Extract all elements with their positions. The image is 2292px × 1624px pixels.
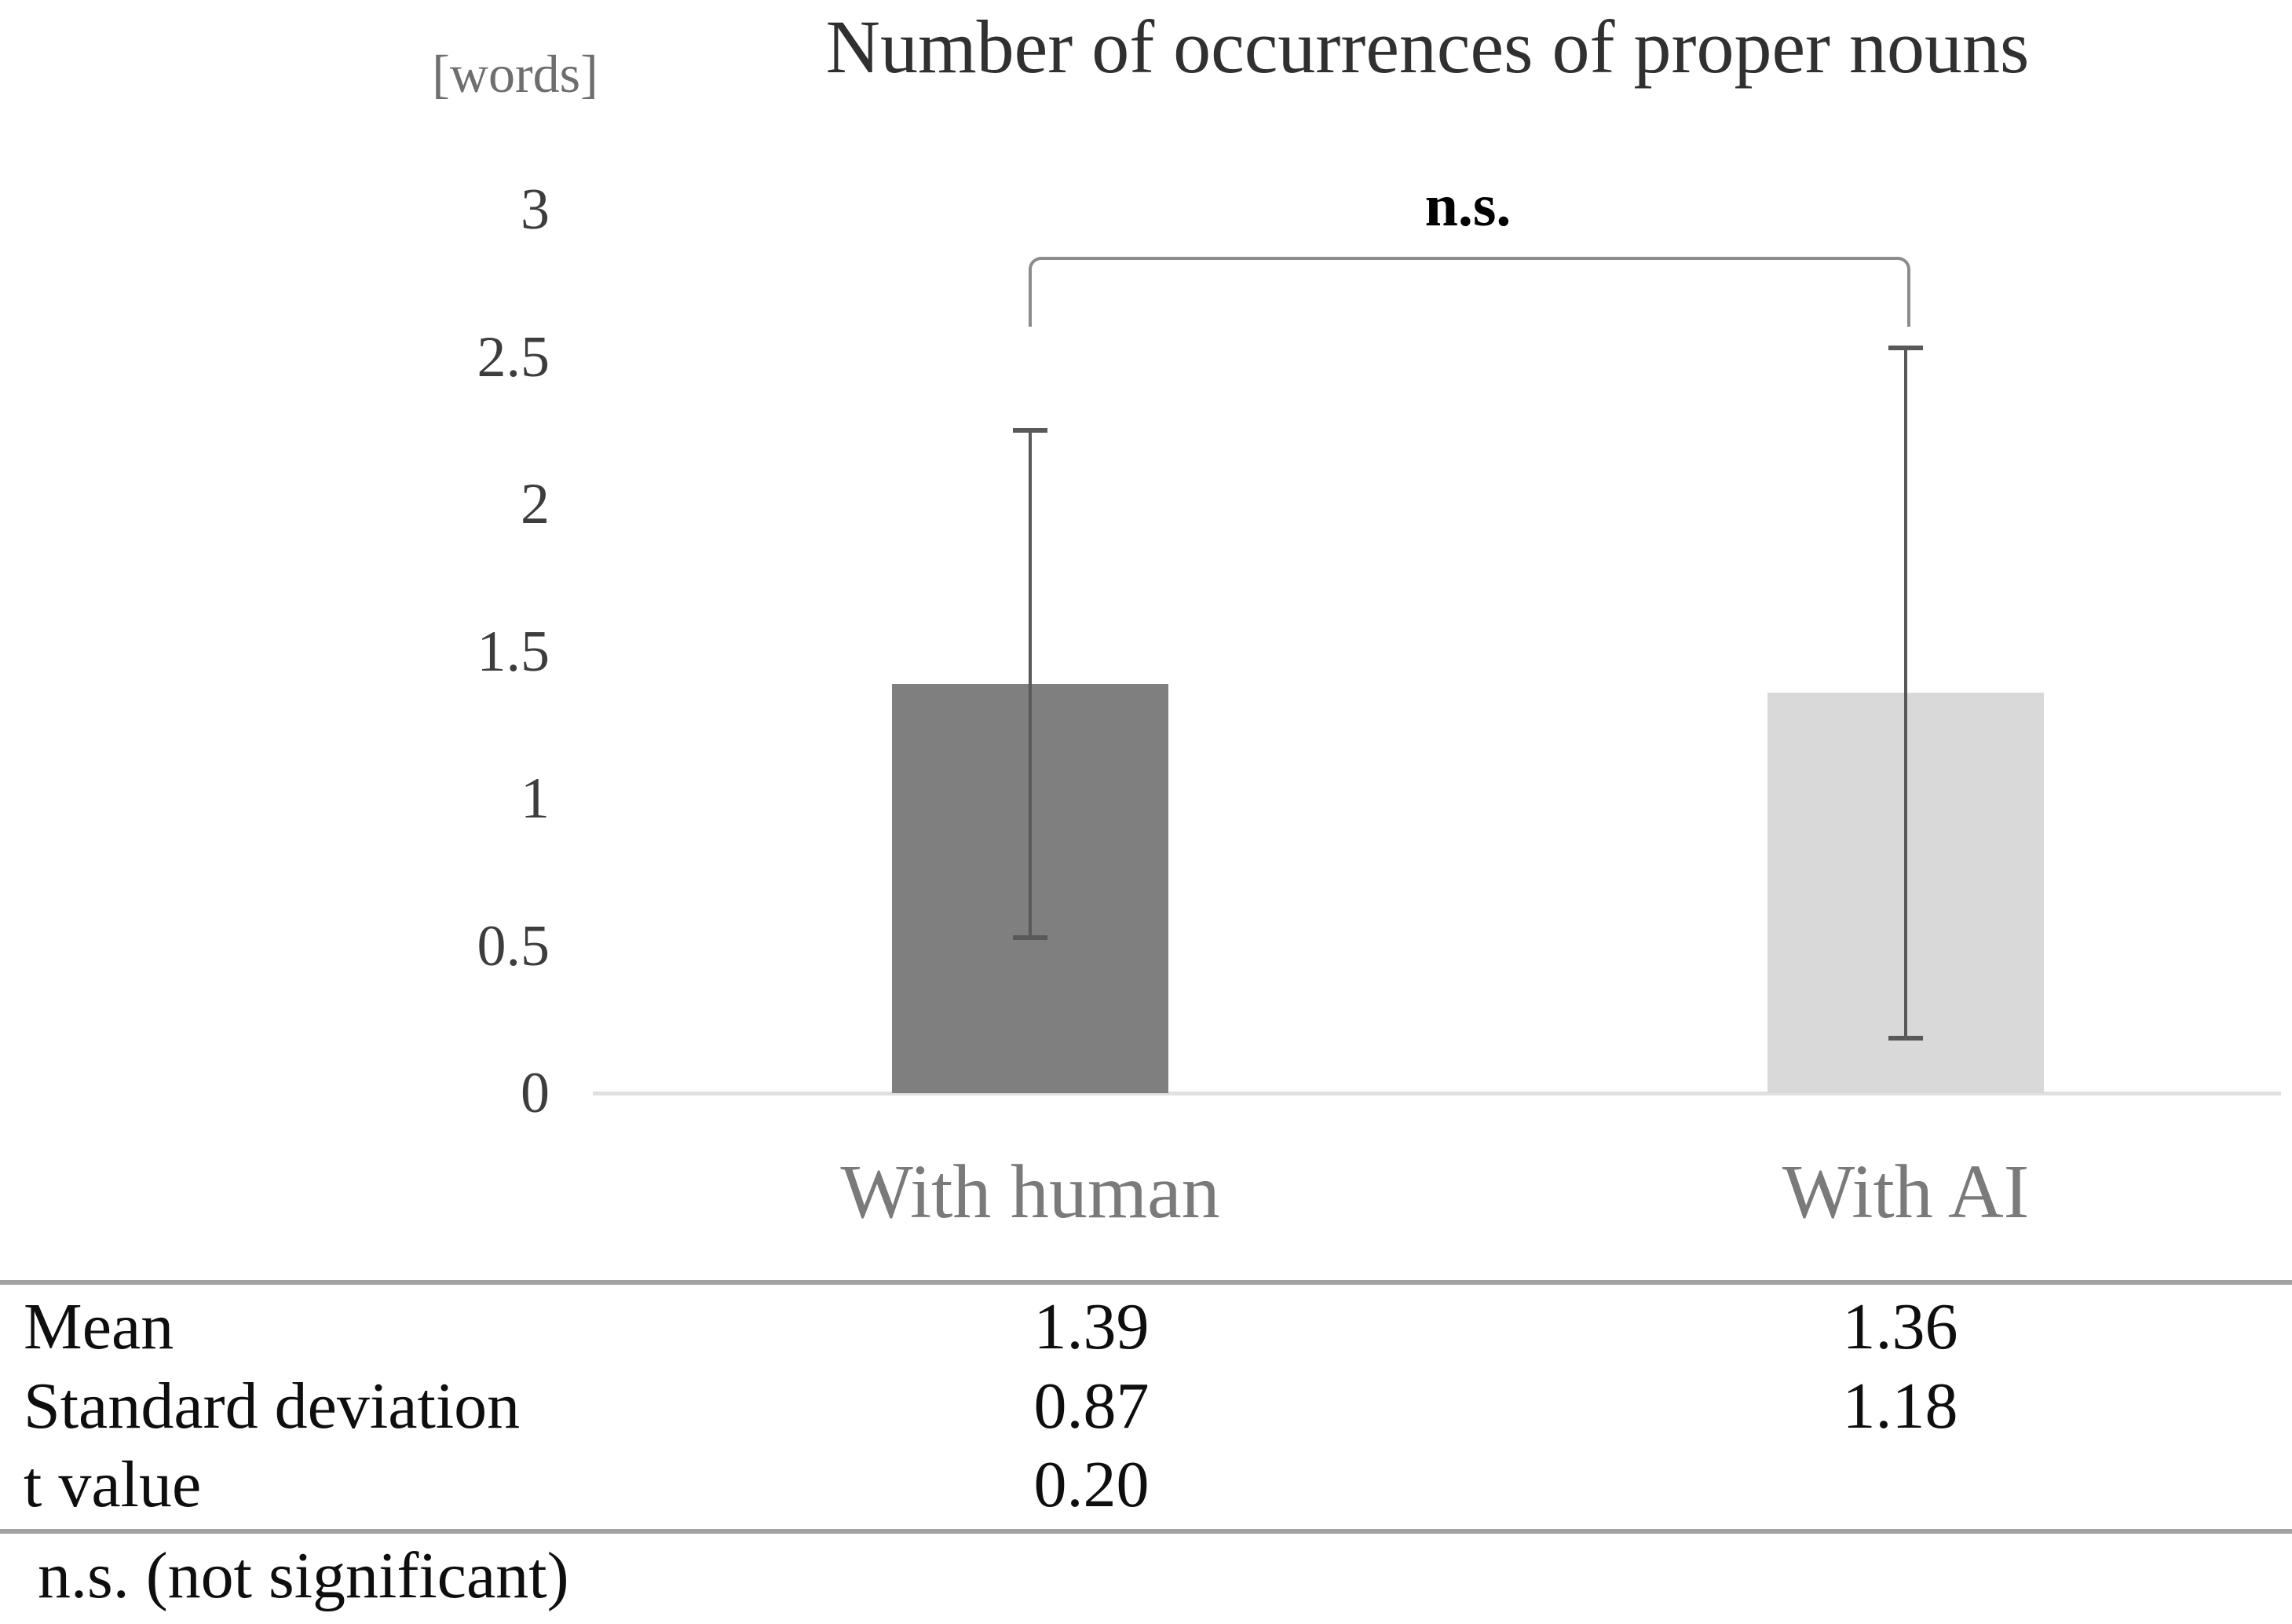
error-bar-line [1904, 345, 1907, 1041]
y-axis-tick-label: 2 [521, 472, 550, 536]
y-axis-tick-label: 2.5 [477, 324, 550, 390]
y-axis-tick-label: 1 [521, 766, 550, 831]
error-bar-with-human [1013, 427, 1047, 940]
row-label: Mean [24, 1290, 174, 1363]
category-label-with-ai: With AI [1782, 1150, 2030, 1234]
row-value-with-human: 0.20 [1033, 1448, 1150, 1521]
footnote: n.s. (not significant) [38, 1539, 569, 1612]
significance-bracket [1029, 257, 1910, 327]
error-bar-with-ai [1888, 345, 1923, 1041]
y-axis-tick-label: 1.5 [477, 619, 550, 684]
category-label-with-human: With human [840, 1150, 1220, 1234]
row-value-with-ai: 1.36 [1842, 1290, 1958, 1363]
table-rule-top [0, 1280, 2292, 1285]
row-value-with-human: 0.87 [1033, 1370, 1150, 1443]
error-bar-line [1029, 427, 1032, 940]
chart-title: Number of occurrences of proper nouns [825, 5, 2030, 89]
y-axis-tick-label: 0.5 [477, 913, 550, 978]
error-bar-cap-bottom [1013, 935, 1047, 940]
row-value-with-human: 1.39 [1033, 1290, 1150, 1363]
error-bar-cap-bottom [1888, 1035, 1923, 1041]
y-axis-unit-label: [words] [432, 44, 598, 104]
y-axis-tick-label: 3 [521, 177, 550, 242]
y-axis-tick-label: 0 [521, 1061, 550, 1125]
x-axis-line [593, 1092, 2281, 1095]
table-rule-bottom [0, 1529, 2292, 1534]
row-value-with-ai: 1.18 [1842, 1370, 1958, 1443]
row-label: t value [24, 1448, 202, 1521]
significance-label: n.s. [1424, 173, 1512, 239]
row-label: Standard deviation [24, 1370, 521, 1443]
